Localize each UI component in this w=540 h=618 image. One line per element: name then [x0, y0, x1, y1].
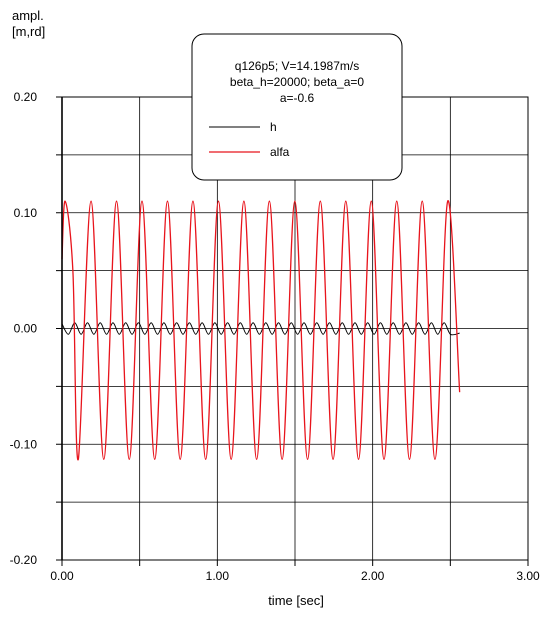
legend-label-alfa: alfa	[270, 145, 290, 159]
y-tick-label-2: 0.00	[14, 322, 38, 336]
legend-label-h: h	[270, 120, 277, 134]
y-tick-label-3: 0.10	[14, 206, 38, 220]
y-axis-label-line2: [m,rd]	[12, 24, 45, 39]
series-line-h	[61, 322, 460, 336]
legend-frame	[191, 33, 403, 181]
x-tick-label-0: 0.00	[50, 569, 74, 583]
y-tick-label-1: -0.10	[10, 437, 38, 451]
chart-title-line3: a=-0.6	[280, 91, 315, 105]
x-tick-label-3: 3.00	[516, 569, 540, 583]
y-tick-label-0: -0.20	[10, 553, 38, 567]
chart-title-line2: beta_h=20000; beta_a=0	[230, 75, 364, 89]
x-tick-label-2: 2.00	[361, 569, 385, 583]
x-axis-label: time [sec]	[268, 593, 324, 608]
y-tick-label-4: 0.20	[14, 90, 38, 104]
series-line-alfa	[61, 200, 461, 461]
y-axis-label-line1: ampl.	[12, 8, 44, 23]
series-layer	[61, 200, 461, 461]
x-tick-label-1: 1.00	[206, 569, 230, 583]
tick-labels: 0.00 1.00 2.00 3.00 -0.20 -0.10 0.00 0.10 0.20	[10, 90, 540, 583]
chart-title-line1: q126p5; V=14.1987m/s	[235, 59, 359, 73]
legend-box: q126p5; V=14.1987m/s beta_h=20000; beta_…	[191, 33, 403, 181]
tick-marks	[56, 96, 529, 566]
